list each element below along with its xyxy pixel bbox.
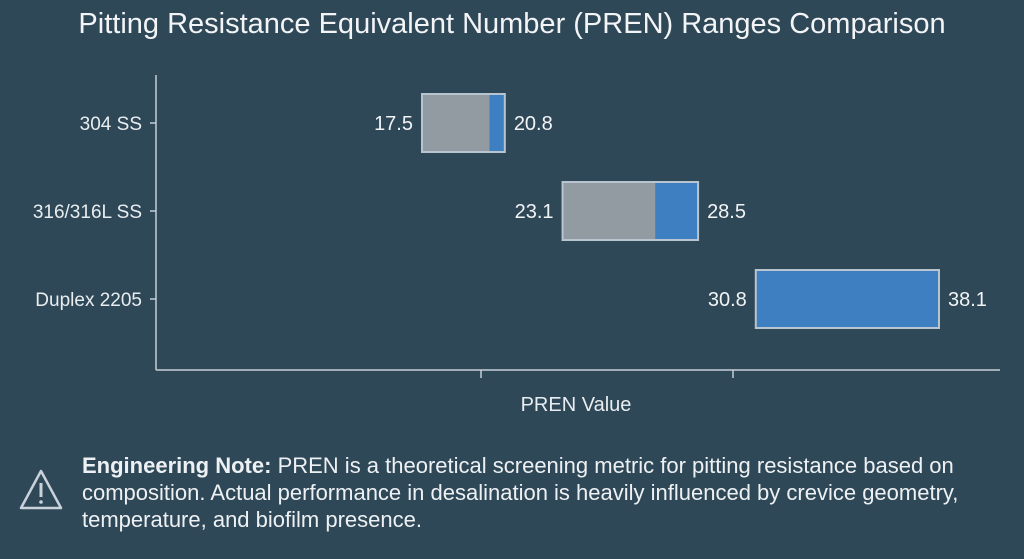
- range-chart: PREN Value 304 SS 17.5 20.8 316/316L SS 23.1…: [33, 75, 1000, 416]
- min-value-label: 30.8: [708, 289, 747, 311]
- note-text: PREN is a theoretical screening metric f…: [82, 453, 959, 532]
- warning-triangle-icon: [19, 469, 63, 510]
- bar-gray-segment: [562, 182, 656, 240]
- bar-outline: [421, 93, 506, 153]
- min-value-label: 17.5: [374, 113, 413, 135]
- max-value-label: 20.8: [514, 113, 553, 135]
- bar-outline: [561, 181, 700, 241]
- bar-gray-segment: [422, 94, 490, 152]
- note-label: Engineering Note:: [82, 453, 272, 478]
- bar-blue-segment: [489, 94, 505, 152]
- bar-blue-segment: [655, 182, 699, 240]
- max-value-label: 38.1: [948, 289, 987, 311]
- min-value-label: 23.1: [515, 201, 554, 223]
- y-tick-label: Duplex 2205: [35, 290, 142, 311]
- max-value-label: 28.5: [707, 201, 746, 223]
- y-tick-label: 316/316L SS: [33, 202, 142, 223]
- engineering-note: Engineering Note: PREN is a theoretical …: [82, 452, 1002, 533]
- x-axis-label: PREN Value: [521, 394, 632, 416]
- y-tick-label: 304 SS: [80, 114, 142, 135]
- bar-blue-segment: [755, 270, 939, 328]
- chart-title: Pitting Resistance Equivalent Number (PR…: [78, 8, 946, 40]
- bar-outline: [754, 269, 940, 329]
